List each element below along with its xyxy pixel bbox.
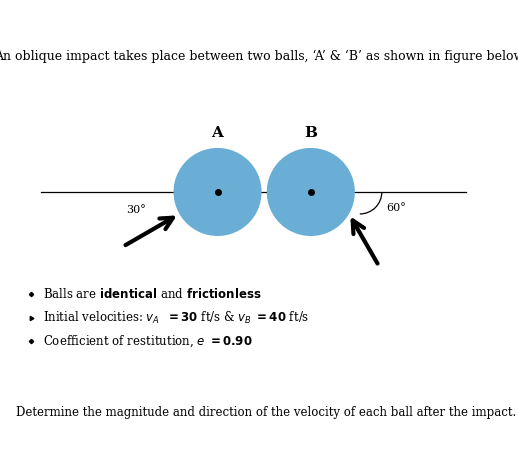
Circle shape (174, 148, 262, 236)
Text: Determine the magnitude and direction of the velocity of each ball after the imp: Determine the magnitude and direction of… (16, 406, 516, 419)
Circle shape (267, 148, 355, 236)
Text: Balls are $\bf{identical}$ and $\bf{frictionless}$: Balls are $\bf{identical}$ and $\bf{fric… (43, 287, 262, 301)
Text: 30°: 30° (126, 205, 146, 215)
Text: B: B (304, 126, 318, 140)
Text: 60°: 60° (386, 203, 406, 213)
Text: A: A (212, 126, 223, 140)
Text: Initial velocities: $v_A$  $\mathbf{= 30}$ ft/s & $v_B$ $\mathbf{= 40}$ ft/s: Initial velocities: $v_A$ $\mathbf{= 30}… (43, 310, 309, 326)
Text: An oblique impact takes place between two balls, ‘A’ & ‘B’ as shown in figure be: An oblique impact takes place between tw… (0, 50, 518, 64)
Text: Coefficient of restitution, $e$ $\mathbf{= 0.90}$: Coefficient of restitution, $e$ $\mathbf… (43, 334, 253, 349)
